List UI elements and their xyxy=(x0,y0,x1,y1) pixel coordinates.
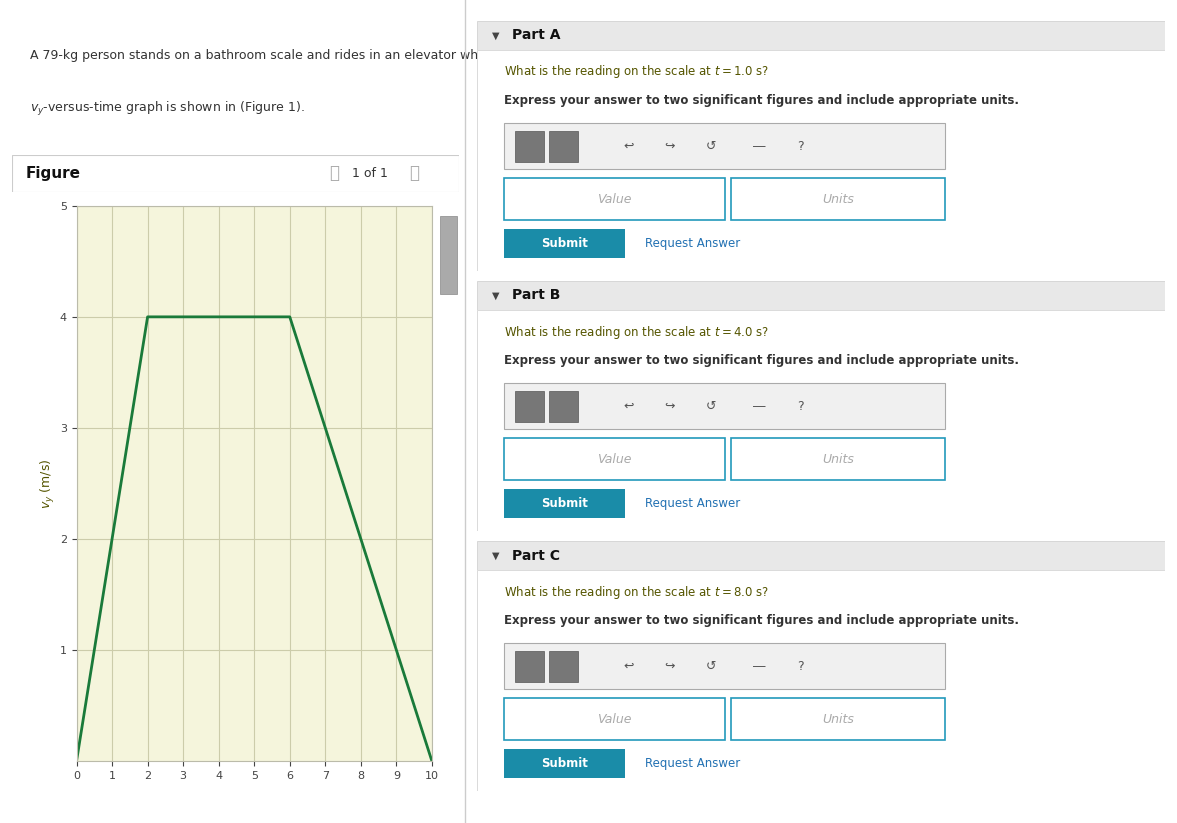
Bar xyxy=(731,698,945,740)
Text: What is the reading on the scale at $t = 8.0$ s?: What is the reading on the scale at $t =… xyxy=(504,584,770,601)
Text: ↺: ↺ xyxy=(705,660,716,672)
Bar xyxy=(548,391,578,421)
Text: Request Answer: Request Answer xyxy=(645,237,740,249)
Text: ―: ― xyxy=(753,400,765,412)
Text: Request Answer: Request Answer xyxy=(645,497,740,509)
Text: Request Answer: Request Answer xyxy=(645,757,740,770)
Bar xyxy=(504,438,725,480)
Bar xyxy=(504,489,625,518)
Text: ↺: ↺ xyxy=(705,140,716,152)
Bar xyxy=(504,123,945,170)
Text: ―: ― xyxy=(753,660,765,672)
Text: ↩: ↩ xyxy=(623,140,633,152)
Bar xyxy=(504,178,725,220)
Text: ↺: ↺ xyxy=(705,400,716,412)
Text: ▼: ▼ xyxy=(492,30,499,40)
Text: Value: Value xyxy=(597,193,632,206)
Text: ?: ? xyxy=(797,400,804,412)
Text: Express your answer to two significant figures and include appropriate units.: Express your answer to two significant f… xyxy=(504,95,1019,107)
Text: ↩: ↩ xyxy=(623,660,633,672)
Text: Part B: Part B xyxy=(512,288,561,303)
Bar xyxy=(504,383,945,430)
Text: ↪: ↪ xyxy=(664,140,674,152)
Bar xyxy=(504,643,945,690)
Bar xyxy=(504,229,625,258)
Text: ―: ― xyxy=(753,140,765,152)
Text: ▼: ▼ xyxy=(492,551,499,560)
Text: Units: Units xyxy=(823,193,855,206)
Text: ↪: ↪ xyxy=(664,400,674,412)
Text: Units: Units xyxy=(823,453,855,466)
Text: What is the reading on the scale at $t = 1.0$ s?: What is the reading on the scale at $t =… xyxy=(504,63,770,81)
Text: ▼: ▼ xyxy=(492,291,499,300)
Text: Figure: Figure xyxy=(25,165,80,181)
Text: 1 of 1: 1 of 1 xyxy=(352,167,387,179)
Text: A 79-kg person stands on a bathroom scale and rides in an elevator whose: A 79-kg person stands on a bathroom scal… xyxy=(29,49,500,62)
Text: Part A: Part A xyxy=(512,28,561,43)
Bar xyxy=(504,749,625,778)
Text: ↪: ↪ xyxy=(664,660,674,672)
Bar xyxy=(440,216,457,294)
Text: 〉: 〉 xyxy=(410,165,419,182)
Bar xyxy=(731,438,945,480)
Bar xyxy=(731,178,945,220)
Bar xyxy=(548,131,578,161)
Bar xyxy=(504,698,725,740)
Y-axis label: $v_y$ (m/s): $v_y$ (m/s) xyxy=(39,458,56,509)
Text: ↩: ↩ xyxy=(623,400,633,412)
Bar xyxy=(516,131,544,161)
Text: Value: Value xyxy=(597,713,632,726)
Text: Submit: Submit xyxy=(541,757,588,770)
Text: 〈: 〈 xyxy=(328,165,339,182)
Text: Units: Units xyxy=(823,713,855,726)
Text: Submit: Submit xyxy=(541,497,588,509)
Text: Part C: Part C xyxy=(512,548,560,563)
Bar xyxy=(516,651,544,681)
Text: Express your answer to two significant figures and include appropriate units.: Express your answer to two significant f… xyxy=(504,355,1019,367)
Text: Express your answer to two significant figures and include appropriate units.: Express your answer to two significant f… xyxy=(504,615,1019,627)
Text: What is the reading on the scale at $t = 4.0$ s?: What is the reading on the scale at $t =… xyxy=(504,323,770,341)
Bar xyxy=(548,651,578,681)
Text: Value: Value xyxy=(597,453,632,466)
Bar xyxy=(516,391,544,421)
Text: ?: ? xyxy=(797,660,804,672)
Text: ?: ? xyxy=(797,140,804,152)
Text: $v_y$-versus-time graph is shown in (Figure 1).: $v_y$-versus-time graph is shown in (Fig… xyxy=(29,100,305,118)
Text: Submit: Submit xyxy=(541,237,588,249)
